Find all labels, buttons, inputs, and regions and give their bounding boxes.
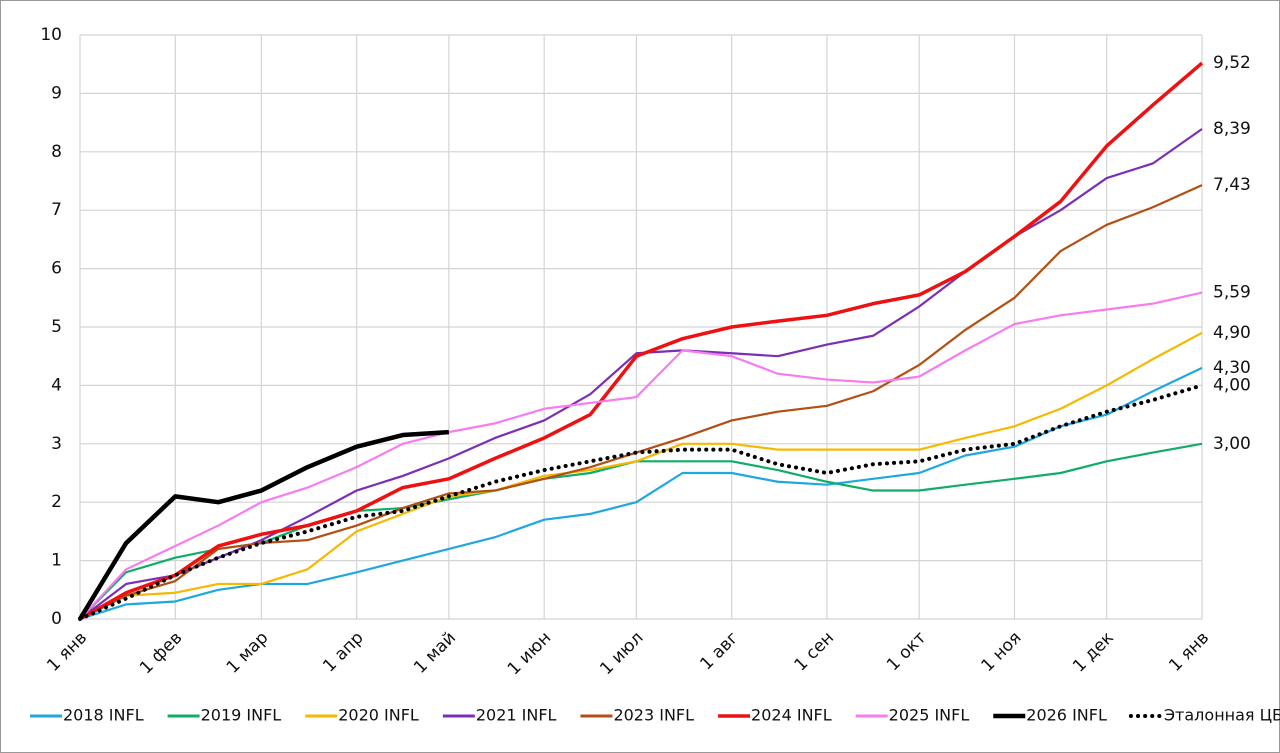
end-label: 4,30	[1213, 358, 1251, 378]
series-line	[78, 383, 1204, 621]
y-tick-label: 4	[51, 375, 62, 395]
legend-label: 2023 INFL	[613, 706, 694, 725]
legend-label: 2020 INFL	[338, 706, 419, 725]
y-tick-label: 8	[51, 142, 62, 162]
end-label: 7,43	[1213, 175, 1251, 195]
legend-label: 2024 INFL	[751, 706, 832, 725]
end-label: 8,39	[1213, 119, 1251, 139]
y-tick-label: 6	[51, 259, 62, 279]
y-tick-label: 7	[51, 200, 62, 220]
legend-label: 2019 INFL	[201, 706, 282, 725]
y-tick-label: 5	[51, 317, 62, 337]
y-tick-label: 10	[40, 25, 62, 45]
series-line	[79, 291, 1203, 620]
series-line	[79, 331, 1203, 620]
legend-label: 2018 INFL	[63, 706, 144, 725]
legend-label: 2021 INFL	[476, 706, 557, 725]
legend-label: 2026 INFL	[1026, 706, 1107, 725]
end-label: 3,00	[1213, 434, 1251, 454]
legend-label: Эталонная ЦБ (2026)	[1164, 706, 1280, 725]
end-label: 9,52	[1213, 53, 1251, 73]
legend-label: 2025 INFL	[889, 706, 970, 725]
y-tick-label: 3	[51, 434, 62, 454]
series-line	[78, 429, 450, 621]
y-tick-label: 0	[51, 609, 62, 629]
end-label: 4,90	[1213, 323, 1251, 343]
series-line	[79, 61, 1204, 621]
y-tick-label: 2	[51, 492, 62, 512]
end-label: 4,00	[1213, 375, 1251, 395]
end-label: 5,59	[1213, 283, 1251, 303]
y-tick-label: 1	[51, 551, 62, 571]
y-tick-label: 9	[51, 83, 62, 103]
